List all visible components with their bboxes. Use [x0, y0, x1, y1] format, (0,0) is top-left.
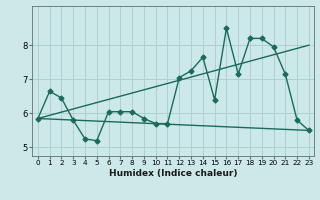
X-axis label: Humidex (Indice chaleur): Humidex (Indice chaleur)	[108, 169, 237, 178]
